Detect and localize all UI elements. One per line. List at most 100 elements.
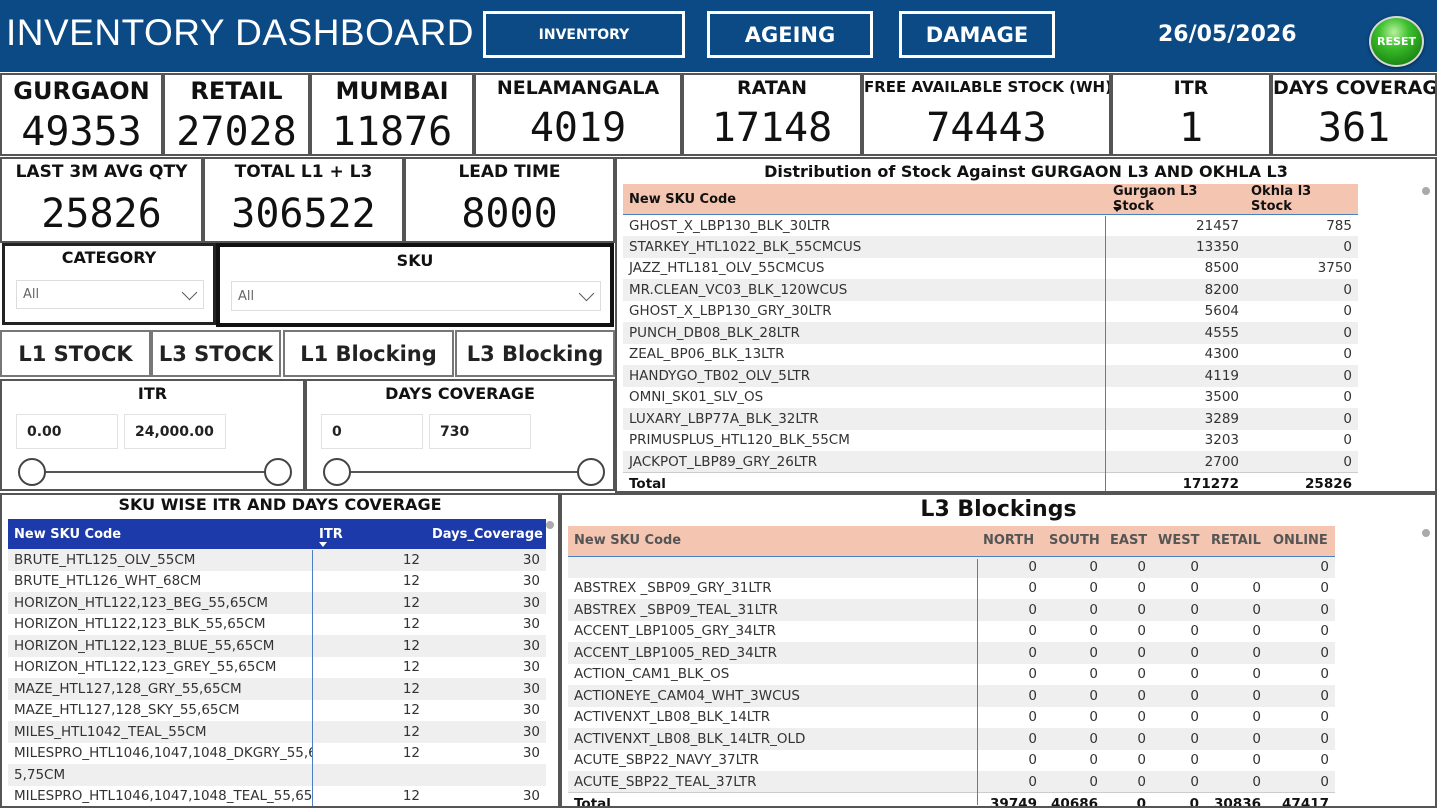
table-row[interactable]: PRIMUSPLUS_HTL120_BLK_55CM 3203 0 [623,430,1358,452]
table-row[interactable]: LUXARY_LBP77A_BLK_32LTR 3289 0 [623,408,1358,430]
table-row[interactable]: MR.CLEAN_VC03_BLK_120WCUS 8200 0 [623,279,1358,301]
days-coverage-min-handle[interactable] [323,458,351,486]
value-cell: 0 [1245,279,1358,301]
table-row[interactable]: JAZZ_HTL181_OLV_55CMCUS 8500 3750 [623,258,1358,280]
table-row[interactable]: ACCENT_LBP1005_RED_34LTR 0 0 0 0 0 0 [568,642,1335,664]
table-row[interactable]: GHOST_X_LBP130_BLK_30LTR 21457 785 [623,215,1358,237]
itr-min-input[interactable]: 0.00 [16,414,118,449]
table-row[interactable]: MAZE_HTL127,128_SKY_55,65CM 12 30 [8,700,546,722]
sku-dropdown[interactable]: All [231,281,601,311]
table-row[interactable]: OMNI_SK01_SLV_OS 3500 0 [623,387,1358,409]
itr-max-handle[interactable] [264,458,292,486]
days-coverage-max-handle[interactable] [577,458,605,486]
damage-nav-button[interactable]: DAMAGE [899,11,1055,58]
column-header-sku[interactable]: New SKU Code [568,526,977,557]
days-coverage-max-input[interactable]: 730 [429,414,531,449]
kpi-label: LAST 3M AVG QTY [15,162,188,182]
column-header-north[interactable]: NORTH [977,526,1043,557]
column-header-gurgaon-l3[interactable]: Gurgaon L3 Stock [1107,184,1245,215]
column-header-south[interactable]: SOUTH [1043,526,1104,557]
distribution-table: New SKU Code Gurgaon L3 Stock Okhla l3 S… [623,184,1358,491]
itr-slicer-label: ITR [137,384,168,403]
sku-cell: HORIZON_HTL122,123_BLUE_55,65CM [8,635,313,657]
itr-min-handle[interactable] [18,458,46,486]
table-row[interactable]: HORIZON_HTL122,123_BEG_55,65CM 12 30 [8,592,546,614]
column-header-west[interactable]: WEST [1152,526,1205,557]
table-row[interactable]: HORIZON_HTL122,123_BLUE_55,65CM 12 30 [8,635,546,657]
value-cell: 0 [1190,623,1199,640]
l1-blocking-button[interactable]: L1 Blocking [283,330,454,377]
distribution-title: Distribution of Stock Against GURGAON L3… [764,162,1288,181]
value-cell: 12 [313,592,426,614]
table-row[interactable]: HORIZON_HTL122,123_GREY_55,65CM 12 30 [8,657,546,679]
table-row[interactable]: ABSTREX _SBP09_TEAL_31LTR 0 0 0 0 0 0 [568,599,1335,621]
column-header-okhla-l3[interactable]: Okhla l3 Stock [1245,184,1358,215]
table-row[interactable]: ACUTE_SBP22_TEAL_37LTR 0 0 0 0 0 0 [568,771,1335,793]
scrollbar-handle[interactable] [1422,529,1430,537]
kpi-gurgaon: GURGAON 49353 [0,73,163,156]
table-row[interactable]: MAZE_HTL127,128_GRY_55,65CM 12 30 [8,678,546,700]
table-row[interactable]: ACCENT_LBP1005_GRY_34LTR 0 0 0 0 0 0 [568,621,1335,643]
value-cell: 0 [1104,642,1152,664]
table-row[interactable]: ACTIVENXT_LB08_BLK_14LTR_OLD 0 0 0 0 0 0 [568,728,1335,750]
table-row[interactable]: ACTION_CAM1_BLK_OS 0 0 0 0 0 0 [568,664,1335,686]
kpi-value: 74443 [926,105,1047,151]
table-row[interactable]: GHOST_X_LBP130_GRY_30LTR 5604 0 [623,301,1358,323]
value-cell: 13350 [1107,236,1245,258]
l3-stock-button[interactable]: L3 STOCK [151,330,281,377]
table-row[interactable]: ABSTREX _SBP09_GRY_31LTR 0 0 0 0 0 0 [568,578,1335,600]
kpi-label: GURGAON [13,77,150,105]
reset-button[interactable]: RESET [1369,16,1424,67]
column-header-east[interactable]: EAST [1104,526,1152,557]
table-row[interactable]: STARKEY_HTL1022_BLK_55CMCUS 13350 0 [623,236,1358,258]
value-cell: 0 [1252,580,1261,597]
kpi-value: 8000 [461,191,558,237]
table-row[interactable]: ZEAL_BP06_BLK_13LTR 4300 0 [623,344,1358,366]
column-header-itr[interactable]: ITR [313,519,426,549]
table-row[interactable]: 5,75CM [8,764,546,786]
scrollbar-handle[interactable] [1422,187,1430,195]
kpi-value: 49353 [21,109,142,155]
category-dropdown[interactable]: All [16,280,204,309]
table-row[interactable]: MILESPRO_HTL1046,1047,1048_DKGRY_55,6 12 3… [8,743,546,765]
days-coverage-min-input[interactable]: 0 [321,414,423,449]
scrollbar-handle[interactable] [546,521,554,529]
l3-blockings-panel: L3 Blockings New SKU Code NORTH SOUTH EA… [560,493,1437,808]
table-row[interactable]: HANDYGO_TB02_OLV_5LTR 4119 0 [623,365,1358,387]
sku-cell: MAZE_HTL127,128_GRY_55,65CM [8,678,313,700]
value-cell: 0 [1267,599,1335,621]
column-header-days-coverage[interactable]: Days_Coverage [432,526,543,542]
value-cell: 30 [522,745,540,762]
column-divider [312,550,313,806]
table-row[interactable]: MILESPRO_HTL1046,1047,1048_TEAL_55,65, 12… [8,786,546,807]
table-row[interactable]: MILES_HTL1042_TEAL_55CM 12 30 [8,721,546,743]
column-header-online[interactable]: ONLINE [1267,526,1335,557]
inventory-nav-button[interactable]: INVENTORY [483,11,685,58]
column-header-sku[interactable]: New SKU Code [623,184,1107,215]
column-header-sku[interactable]: New SKU Code [14,526,122,542]
value-cell: 0 [1320,709,1329,726]
total-value: 25826 [1245,472,1358,491]
table-row[interactable]: ACTIONEYE_CAM04_WHT_3WCUS 0 0 0 0 0 0 [568,685,1335,707]
table-row[interactable]: PUNCH_DB08_BLK_28LTR 4555 0 [623,322,1358,344]
l3-blocking-button[interactable]: L3 Blocking [455,330,615,377]
itr-slider-track [32,471,277,473]
value-cell: 0 [1252,623,1261,640]
itr-max-input[interactable]: 24,000.00 [124,414,226,449]
ageing-nav-button[interactable]: AGEING [707,11,873,58]
table-row[interactable]: HORIZON_HTL122,123_BLK_55,65CM 12 30 [8,614,546,636]
l1-stock-button[interactable]: L1 STOCK [0,330,151,377]
value-cell: 0 [1190,666,1199,683]
value-cell: 30 [426,721,546,743]
table-row[interactable]: ACUTE_SBP22_NAVY_37LTR 0 0 0 0 0 0 [568,750,1335,772]
value-cell: 0 [1267,728,1335,750]
value-cell: 30 [522,788,540,805]
sku-cell: BRUTE_HTL126_WHT_68CM [14,573,202,590]
column-header-retail[interactable]: RETAIL [1205,526,1267,557]
table-row[interactable]: JACKPOT_LBP89_GRY_26LTR 2700 0 [623,451,1358,473]
table-row[interactable]: ACTIVENXT_LB08_BLK_14LTR 0 0 0 0 0 0 [568,707,1335,729]
table-row[interactable]: BRUTE_HTL126_WHT_68CM 12 30 [8,571,546,593]
value-cell: 0 [1104,599,1152,621]
table-row[interactable]: BRUTE_HTL125_OLV_55CM 12 30 [8,549,546,571]
